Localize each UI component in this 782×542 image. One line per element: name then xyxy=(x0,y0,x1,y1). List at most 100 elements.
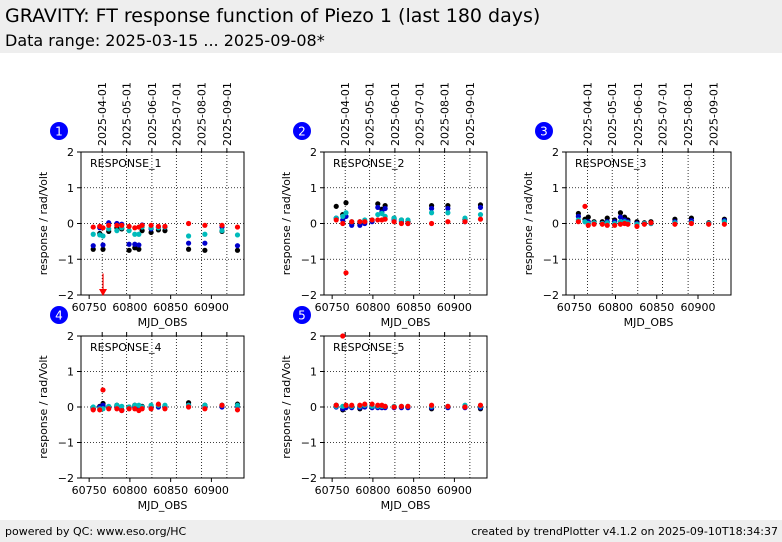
panel-number: 3 xyxy=(540,125,548,139)
data-point-red xyxy=(688,220,695,227)
data-point-black xyxy=(136,246,142,252)
data-point-cyan xyxy=(119,403,125,409)
x-axis-label: MJD_OBS xyxy=(138,499,188,512)
y-tick-label: −2 xyxy=(301,289,317,302)
date-tick-label: 2025-06-01 xyxy=(389,82,402,146)
data-point-cyan xyxy=(391,215,397,221)
data-point-red xyxy=(362,401,368,407)
data-point-red xyxy=(357,402,363,408)
data-point-red xyxy=(333,402,339,408)
data-point-cyan xyxy=(462,215,468,221)
y-tick-label: −1 xyxy=(301,253,317,266)
data-point-black xyxy=(139,228,145,234)
data-point-red xyxy=(362,219,368,225)
date-tick-label: 2025-09-01 xyxy=(464,82,477,146)
x-tick-label: 60850 xyxy=(396,484,431,497)
chart-panel-2: −2 −1 0 1 2 60750 60800 60850 60900 2025-04-01 202… xyxy=(280,82,488,329)
x-tick-label: 60750 xyxy=(72,301,107,314)
x-tick-label: 60800 xyxy=(355,301,390,314)
data-point-blue xyxy=(126,241,132,247)
data-point-cyan xyxy=(202,231,208,237)
x-axis-label: MJD_OBS xyxy=(624,316,674,329)
data-point-red xyxy=(398,220,405,227)
data-point-red xyxy=(114,222,120,228)
data-point-red xyxy=(672,221,678,227)
data-point-blue xyxy=(185,240,192,246)
data-point-red xyxy=(641,221,647,227)
panel-number: 5 xyxy=(298,309,306,323)
date-tick-label: 2025-04-01 xyxy=(96,82,109,146)
data-point-blue xyxy=(90,243,96,249)
data-point-red xyxy=(582,203,588,209)
data-point-red xyxy=(162,406,168,412)
x-tick-label: 60750 xyxy=(557,301,592,314)
data-point-red xyxy=(477,216,484,222)
date-tick-label: 2025-06-01 xyxy=(146,82,159,146)
data-point-black xyxy=(90,246,96,252)
data-point-red xyxy=(155,401,162,407)
y-tick-label: 1 xyxy=(310,182,317,195)
panel-label: RESPONSE_5 xyxy=(333,341,405,354)
data-point-red xyxy=(148,406,154,412)
data-point-red xyxy=(202,406,208,412)
data-point-cyan xyxy=(234,402,241,408)
y-tick-label: 2 xyxy=(310,146,317,159)
panel-number-badge xyxy=(535,122,553,140)
data-point-red xyxy=(575,219,581,225)
data-point-cyan xyxy=(343,210,349,216)
data-point-red xyxy=(349,402,355,408)
data-point-blue xyxy=(445,205,451,212)
footer-bar: powered by QC: www.eso.org/HC created by… xyxy=(0,520,782,542)
data-point-red xyxy=(391,219,397,225)
data-point-red xyxy=(398,403,405,409)
data-point-black xyxy=(185,246,192,252)
date-tick-label: 2025-05-01 xyxy=(364,82,377,146)
data-point-red xyxy=(648,220,654,226)
data-point-red xyxy=(612,222,618,228)
data-point-red xyxy=(106,406,112,412)
y-tick-label: 0 xyxy=(552,218,559,231)
header-bar: GRAVITY: FT response function of Piezo 1… xyxy=(0,0,782,53)
data-point-black xyxy=(375,201,381,207)
data-point-cyan xyxy=(234,232,241,238)
data-point-red xyxy=(405,403,411,409)
data-point-red xyxy=(428,220,435,227)
panel-label: RESPONSE_2 xyxy=(333,157,405,170)
data-point-black xyxy=(148,229,154,236)
data-point-black xyxy=(126,247,132,253)
data-point-blue xyxy=(340,217,346,223)
data-point-red xyxy=(126,406,132,412)
data-point-blue xyxy=(477,204,484,211)
y-tick-label: −1 xyxy=(58,253,74,266)
footer-created: created by trendPlotter v4.1.2 on 2025-0… xyxy=(471,525,778,538)
y-tick-label: 0 xyxy=(67,401,74,414)
data-point-cyan xyxy=(375,211,381,218)
data-point-red xyxy=(333,217,339,223)
y-axis-label: response / rad/Volt xyxy=(280,355,293,459)
data-point-red xyxy=(340,220,346,227)
data-point-red xyxy=(90,224,96,230)
data-point-blue xyxy=(136,242,142,248)
x-tick-label: 60900 xyxy=(194,484,229,497)
data-point-black xyxy=(162,228,168,234)
data-point-blue xyxy=(617,214,624,220)
x-tick-label: 60850 xyxy=(153,301,188,314)
page-title: GRAVITY: FT response function of Piezo 1… xyxy=(5,5,541,27)
date-tick-label: 2025-04-01 xyxy=(339,82,352,146)
data-point-cyan xyxy=(100,233,106,239)
data-point-red xyxy=(428,402,435,408)
data-point-red xyxy=(126,223,132,229)
data-point-cyan xyxy=(398,217,405,223)
y-tick-label: 1 xyxy=(552,182,559,195)
date-tick-label: 2025-07-01 xyxy=(657,82,670,146)
y-tick-label: 1 xyxy=(67,182,74,195)
data-point-red xyxy=(375,217,381,223)
data-point-red xyxy=(462,404,468,410)
x-tick-label: 60800 xyxy=(355,484,390,497)
y-tick-label: 2 xyxy=(552,146,559,159)
x-tick-label: 60850 xyxy=(396,301,431,314)
data-point-cyan xyxy=(405,217,411,223)
x-tick-label: 60900 xyxy=(437,484,472,497)
data-point-blue xyxy=(357,222,363,228)
